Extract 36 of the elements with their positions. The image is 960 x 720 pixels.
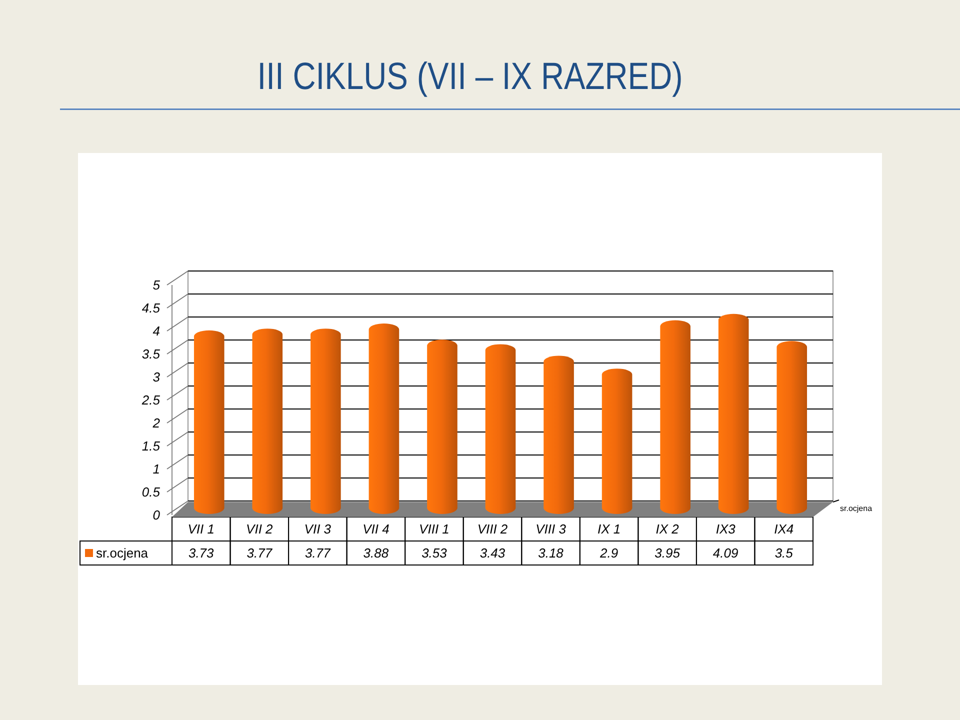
x-tick-label: IX 1 — [597, 522, 621, 537]
x-tick-label: VII 4 — [362, 522, 390, 537]
y-tick-label: 2 — [152, 416, 161, 431]
x-tick-label: IX 2 — [656, 522, 680, 537]
y-tick-label: 1 — [152, 462, 160, 477]
y-tick-label: 1.5 — [142, 438, 161, 454]
y-tick-label: 2.5 — [140, 392, 161, 408]
data-label: 3.88 — [363, 546, 390, 561]
y-tick-label: 5 — [152, 278, 161, 293]
text: sr.ocjena — [840, 504, 872, 513]
x-tick-label: VIII 3 — [536, 522, 567, 537]
data-label: 3.43 — [480, 546, 506, 561]
data-label: 4.09 — [712, 546, 738, 561]
data-label: 3.95 — [654, 546, 681, 561]
legend-label: sr.ocjena — [96, 546, 149, 561]
y-tick-label: 3 — [152, 370, 161, 385]
x-tick-label: IX3 — [716, 522, 736, 537]
x-tick-label: VII 1 — [188, 522, 215, 537]
data-label: 2.9 — [599, 546, 618, 561]
y-tick-label: 3.5 — [142, 346, 161, 362]
x-tick-label: VII 2 — [246, 522, 274, 537]
x-tick-label: VIII 2 — [477, 522, 508, 537]
y-tick-label: 4 — [152, 324, 160, 339]
x-tick-label: VII 3 — [304, 522, 332, 537]
data-label: 3.53 — [422, 546, 448, 561]
x-tick-label: VIII 1 — [419, 522, 450, 537]
y-tick-label: 0 — [152, 508, 161, 523]
data-label: 3.77 — [246, 546, 273, 561]
data-label: 3.73 — [188, 546, 215, 561]
y-tick-label: 4.5 — [142, 300, 161, 316]
data-label: 3.5 — [774, 546, 794, 561]
x-tick-label: IX4 — [774, 522, 794, 537]
data-label: 3.77 — [305, 546, 332, 561]
chart-title: III CIKLUS (VII – IX RAZRED) — [257, 55, 683, 98]
data-label: 3.18 — [538, 546, 564, 561]
y-tick-label: 0.5 — [142, 484, 161, 500]
